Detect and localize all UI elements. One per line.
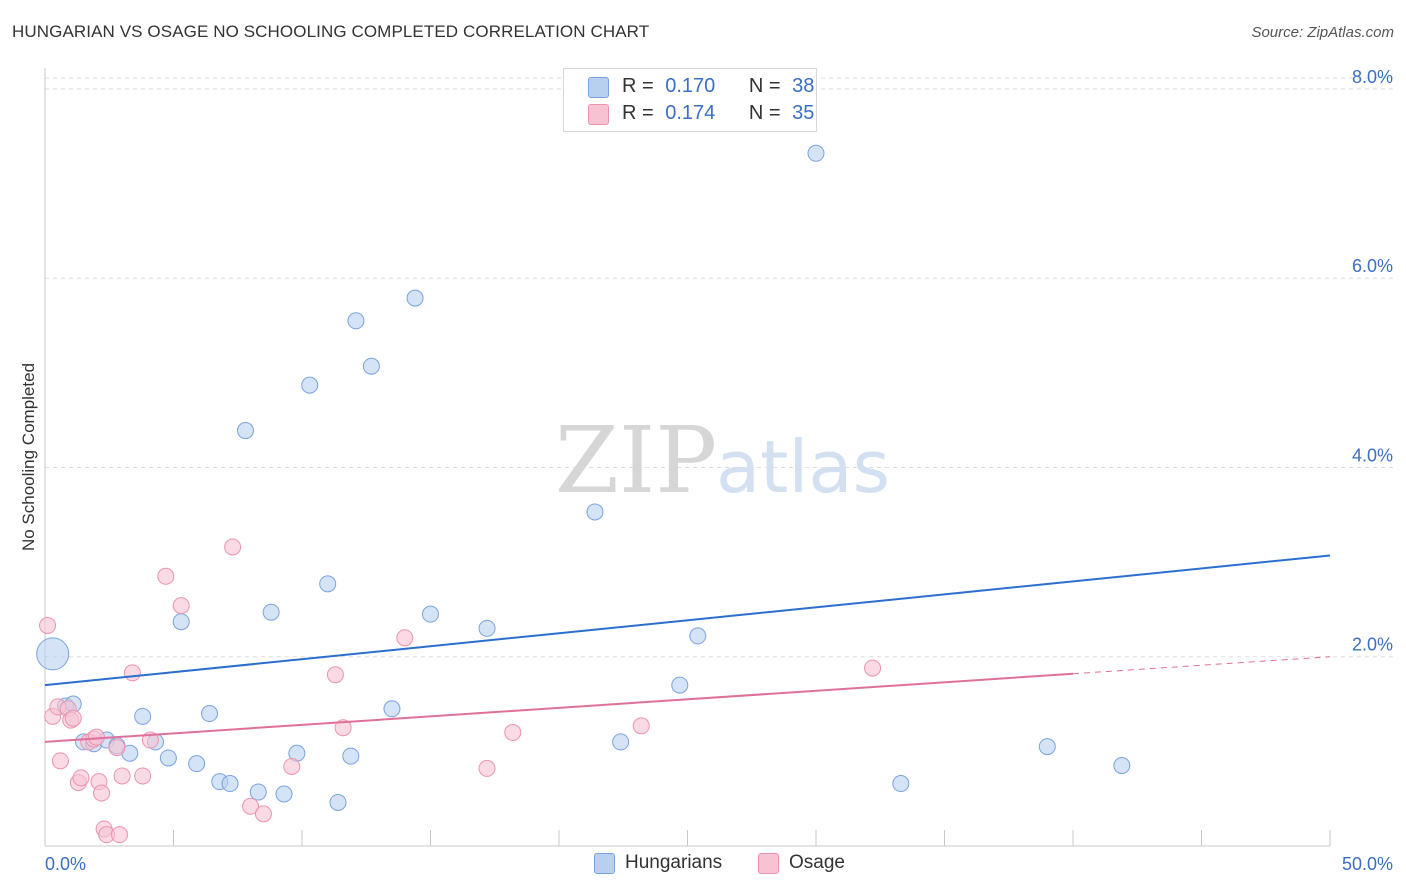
legend-text-hungarians: R = 0.170 N = 38 <box>622 75 814 98</box>
legend-swatch-hungarians <box>588 77 609 98</box>
point-hungarians <box>422 605 439 623</box>
point-osage <box>111 826 129 844</box>
point-hungarians <box>159 749 177 767</box>
points-layer <box>36 144 1131 844</box>
point-hungarians <box>671 676 689 694</box>
y-axis-label: No Schooling Completed <box>19 363 38 551</box>
x-tick-label-max: 50.0% <box>1342 854 1393 874</box>
y-tick-label: 2.0% <box>1352 635 1393 655</box>
point-hungarians <box>347 312 365 330</box>
chart-title: HUNGARIAN VS OSAGE NO SCHOOLING COMPLETE… <box>12 22 650 41</box>
point-hungarians <box>319 575 337 593</box>
point-hungarians <box>892 775 910 793</box>
point-hungarians <box>1038 738 1056 756</box>
point-osage <box>632 717 650 735</box>
point-hungarians <box>236 422 254 440</box>
point-hungarians <box>586 503 604 521</box>
point-hungarians <box>612 733 630 751</box>
point-osage <box>39 617 57 635</box>
point-osage <box>504 723 522 741</box>
point-osage <box>334 719 352 737</box>
point-hungarians <box>807 144 825 162</box>
point-hungarians <box>188 755 206 773</box>
legend-r-value: 0.174 <box>665 102 716 124</box>
point-osage <box>64 709 82 727</box>
bottom-legend-label-osage: Osage <box>789 852 845 873</box>
point-hungarians <box>329 793 347 811</box>
bottom-legend-label-hungarians: Hungarians <box>625 852 723 873</box>
point-osage <box>254 805 272 823</box>
legend-r-label: R = <box>622 102 654 124</box>
point-osage <box>113 767 131 785</box>
point-hungarians <box>249 783 267 801</box>
point-osage <box>72 769 90 787</box>
watermark-zip: ZIP <box>555 407 717 514</box>
point-hungarians <box>1113 757 1131 775</box>
point-hungarians <box>342 747 360 765</box>
point-osage <box>224 538 242 556</box>
legend-n-label: N = <box>748 102 781 124</box>
watermark-atlas: atlas <box>716 425 890 509</box>
legend-n-label: N = <box>748 75 781 97</box>
x-tick-label-min: 0.0% <box>45 854 86 874</box>
point-osage <box>864 659 882 677</box>
point-osage <box>396 629 414 647</box>
trend-extension-osage <box>1072 656 1331 675</box>
point-osage <box>172 597 190 615</box>
legend-text-osage: R = 0.174 N = 35 <box>622 102 814 125</box>
stats-legend: R = 0.170 N = 38 R = 0.174 N = 35 <box>563 68 817 132</box>
point-hungarians <box>262 603 280 621</box>
point-hungarians <box>172 613 190 631</box>
point-osage <box>93 784 111 802</box>
legend-n-value: 38 <box>792 75 815 97</box>
point-hungarians <box>362 357 380 375</box>
y-tick-label: 6.0% <box>1352 256 1393 276</box>
point-osage <box>326 666 344 684</box>
bottom-legend-swatch-hungarians <box>594 853 615 874</box>
point-hungarians <box>275 785 293 803</box>
point-hungarians <box>301 376 319 394</box>
axis-layer: 2.0% 4.0% 6.0% 8.0% <box>44 67 1393 847</box>
point-hungarians <box>36 637 70 671</box>
point-osage <box>134 767 152 785</box>
point-hungarians <box>200 705 218 723</box>
trend-line-osage <box>44 672 1074 743</box>
trend-line-hungarians <box>44 554 1331 687</box>
point-hungarians <box>134 707 152 725</box>
legend-swatch-osage <box>588 104 609 125</box>
point-hungarians <box>383 700 401 718</box>
legend-r-value: 0.170 <box>665 75 716 97</box>
y-tick-label: 4.0% <box>1352 445 1393 465</box>
point-osage <box>242 797 260 815</box>
legend-r-label: R = <box>622 75 654 97</box>
point-osage <box>283 758 301 776</box>
point-osage <box>123 664 141 682</box>
bottom-legend-swatch-osage <box>758 853 779 874</box>
point-osage <box>51 752 69 770</box>
y-tick-label: 8.0% <box>1352 67 1393 87</box>
point-osage <box>478 759 496 777</box>
point-hungarians <box>478 619 496 637</box>
legend-n-value: 35 <box>792 102 815 124</box>
point-osage <box>108 739 126 757</box>
chart-source: Source: ZipAtlas.com <box>1251 24 1394 41</box>
point-hungarians <box>221 775 239 793</box>
point-osage <box>157 567 175 585</box>
trend-layer <box>44 554 1331 743</box>
point-hungarians <box>406 289 424 307</box>
point-hungarians <box>689 627 707 645</box>
